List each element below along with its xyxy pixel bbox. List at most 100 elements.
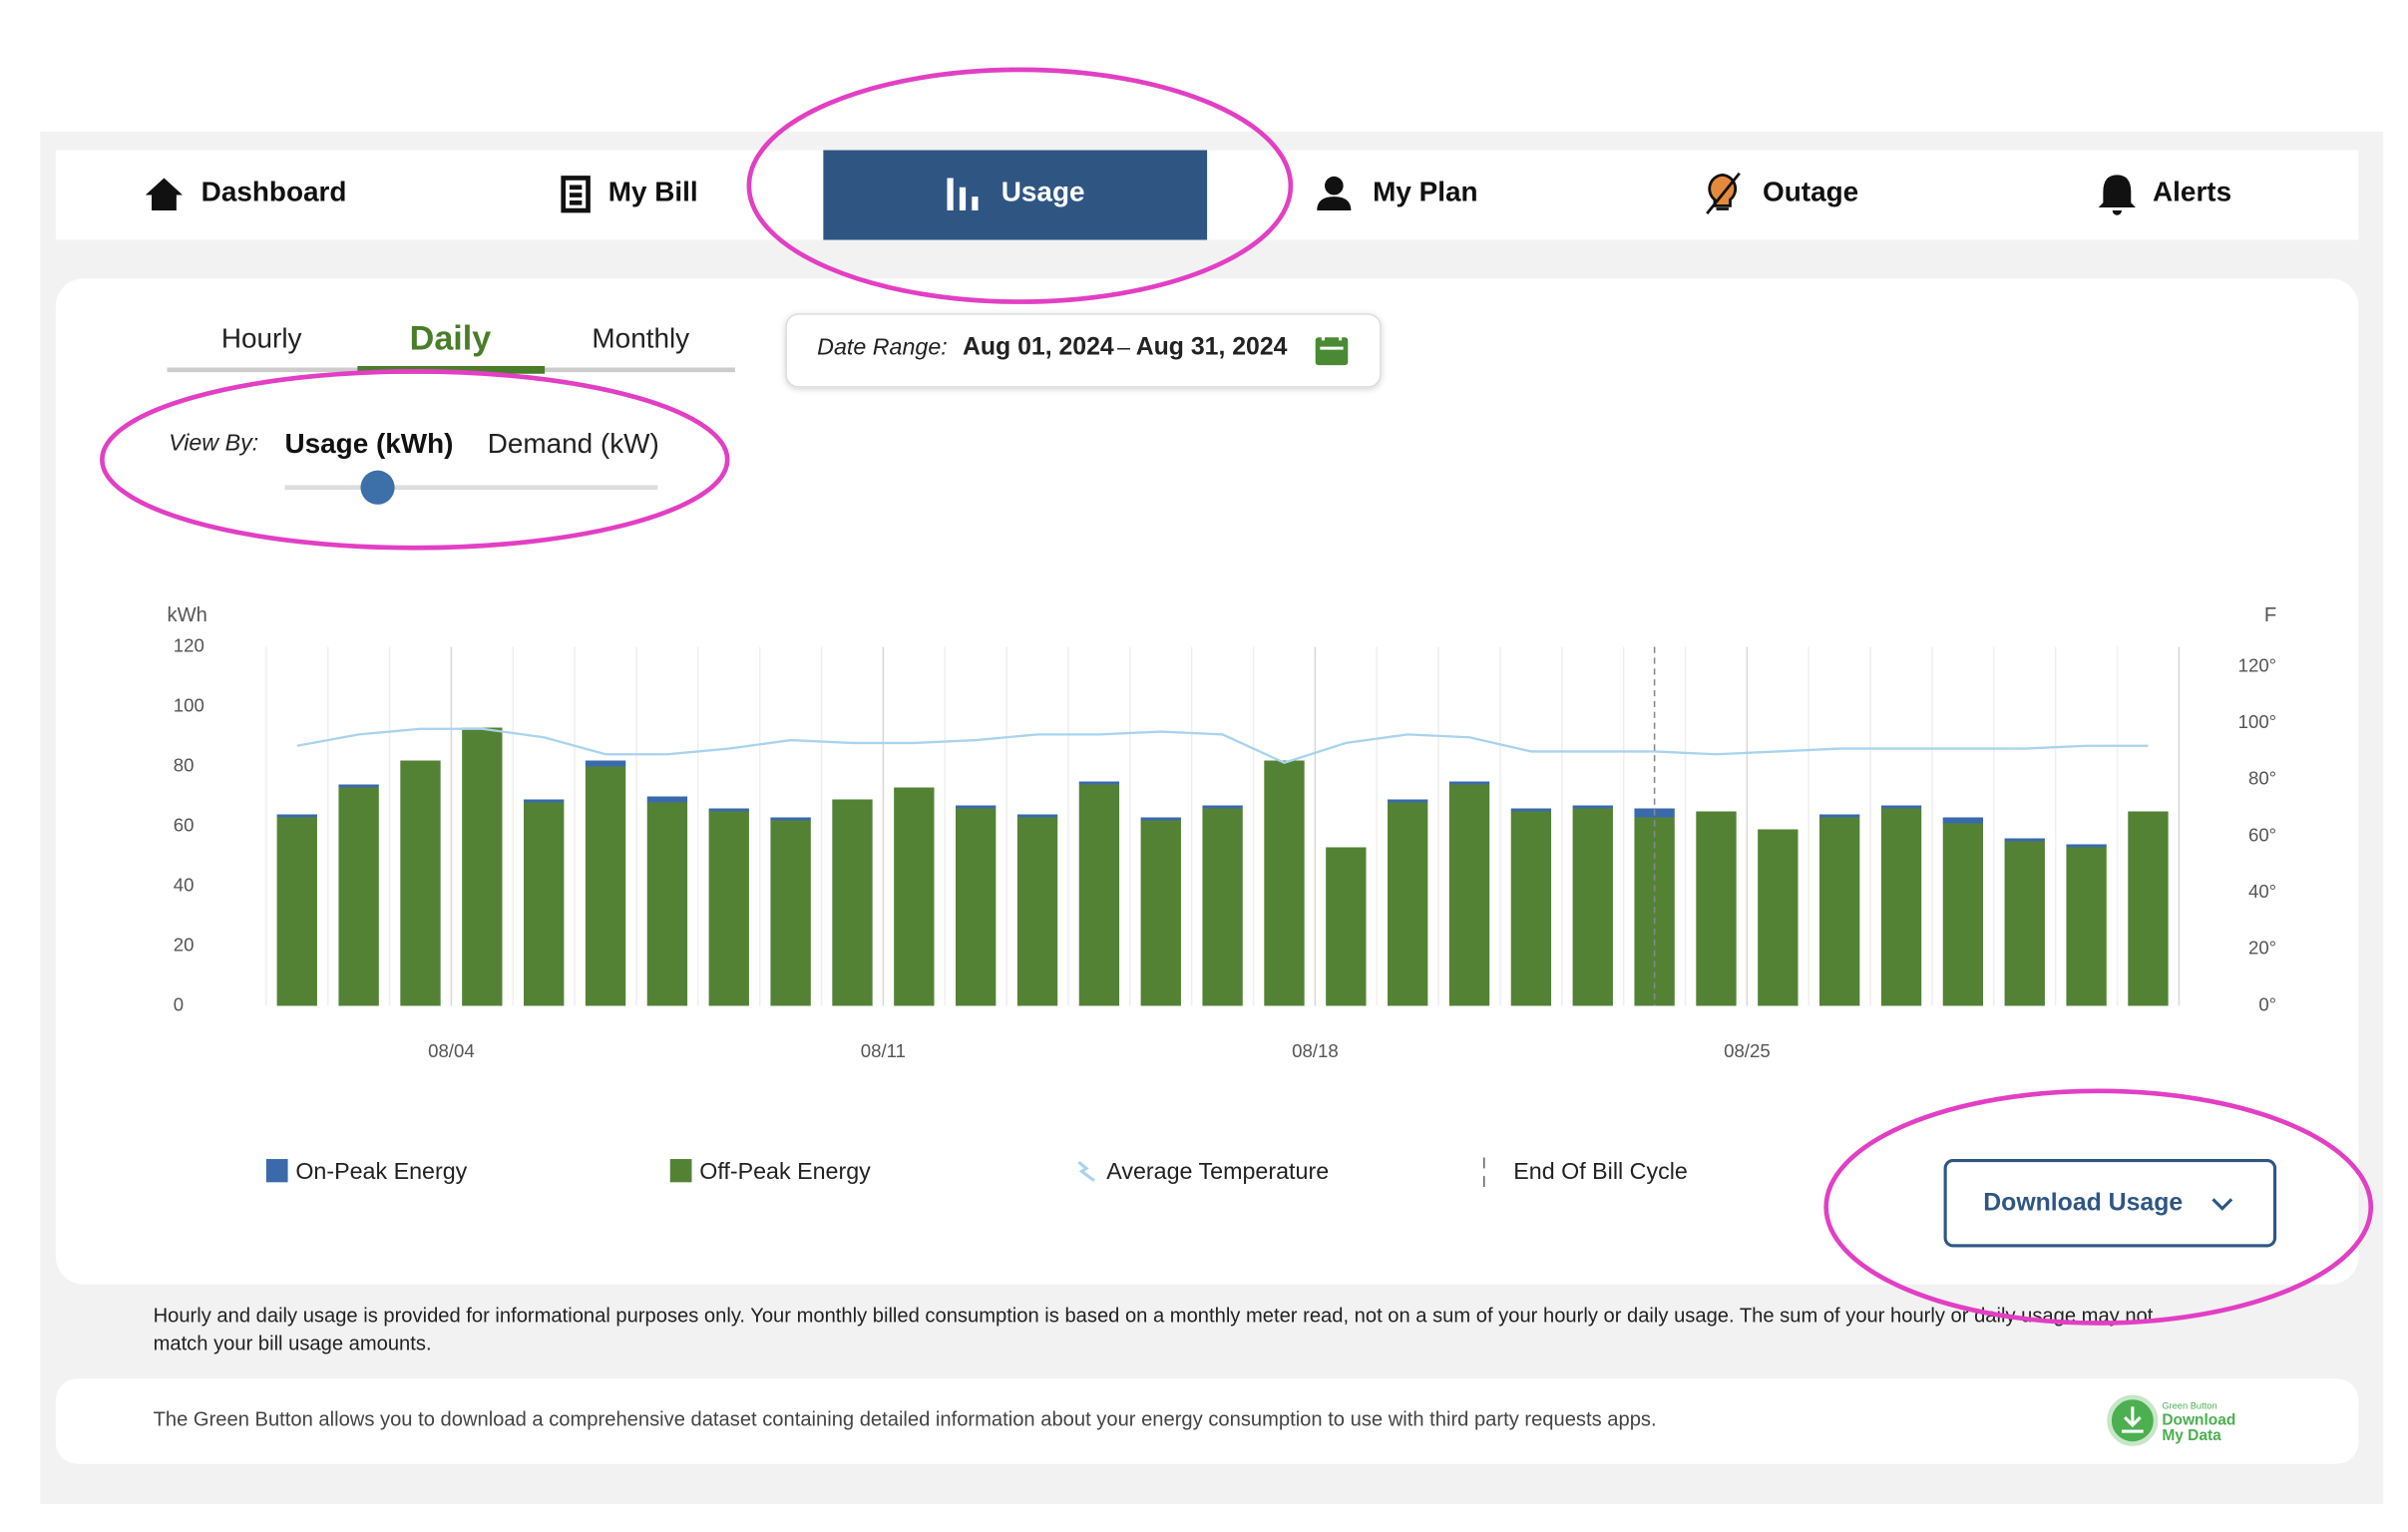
bar-segment[interactable] bbox=[585, 766, 626, 1006]
nav-item[interactable]: My Plan bbox=[1373, 176, 1477, 206]
bar-segment[interactable] bbox=[2066, 844, 2107, 848]
period-tab[interactable]: Daily bbox=[410, 319, 492, 357]
bar-segment[interactable] bbox=[1388, 799, 1428, 803]
disclaimer-text: Hourly and daily usage is provided for i… bbox=[154, 1306, 2154, 1328]
bar-segment[interactable] bbox=[1758, 829, 1799, 1006]
bar-segment[interactable] bbox=[1140, 817, 1181, 821]
legend-swatch bbox=[669, 1159, 692, 1183]
chevron-icon bbox=[2211, 1198, 2233, 1211]
bar-segment[interactable] bbox=[2004, 838, 2045, 842]
bar-segment[interactable] bbox=[1942, 817, 1984, 824]
bar-segment[interactable] bbox=[646, 802, 688, 1006]
view-by-label: View By: bbox=[169, 429, 258, 455]
x-tick-label: 08/11 bbox=[861, 1040, 906, 1061]
date-range-box[interactable] bbox=[785, 313, 1382, 388]
bar-segment[interactable] bbox=[276, 817, 317, 1006]
bar-segment[interactable] bbox=[1510, 811, 1552, 1006]
bar-segment[interactable] bbox=[1016, 817, 1058, 1006]
bar-segment[interactable] bbox=[832, 799, 873, 1006]
view-by-option[interactable]: Demand (kW) bbox=[488, 428, 659, 459]
bar-segment[interactable] bbox=[1448, 784, 1490, 1006]
nav-item[interactable]: Alerts bbox=[2153, 176, 2231, 206]
logo-text[interactable]: Green Button bbox=[2162, 1401, 2216, 1411]
y-axis-title: kWh bbox=[168, 604, 207, 626]
outage-icon bbox=[1706, 172, 1741, 215]
legend-swatch bbox=[265, 1159, 288, 1183]
nav-item[interactable]: Usage bbox=[1002, 176, 1085, 206]
y-tick-label: 60 bbox=[174, 814, 195, 835]
y-tick-label: 20 bbox=[174, 934, 195, 955]
nav-active-tab bbox=[823, 150, 1208, 240]
bar-segment[interactable] bbox=[1388, 802, 1428, 1006]
bar-segment[interactable] bbox=[1202, 808, 1243, 1006]
bar-segment[interactable] bbox=[646, 796, 688, 803]
bar-segment[interactable] bbox=[770, 820, 811, 1006]
bar-segment[interactable] bbox=[1572, 805, 1613, 809]
bar-segment[interactable] bbox=[956, 808, 997, 1006]
bar-segment[interactable] bbox=[1264, 760, 1305, 1006]
bar-segment[interactable] bbox=[2128, 811, 2169, 1006]
bar-segment[interactable] bbox=[524, 802, 565, 1006]
calendar-icon[interactable] bbox=[1315, 337, 1349, 366]
y2-tick-label: 40° bbox=[2248, 881, 2276, 902]
bar-segment[interactable] bbox=[708, 811, 749, 1006]
legend-label[interactable]: Average Temperature bbox=[1106, 1158, 1329, 1184]
download-button[interactable] bbox=[1943, 1159, 2277, 1248]
bar-segment[interactable] bbox=[1880, 808, 1922, 1006]
bar-segment[interactable] bbox=[1078, 781, 1120, 785]
bar-segment[interactable] bbox=[1510, 808, 1552, 812]
bar-segment[interactable] bbox=[1016, 814, 1058, 818]
bar-segment[interactable] bbox=[1202, 805, 1243, 809]
y-tick-label: 0 bbox=[174, 993, 184, 1014]
legend-label: End Of Bill Cycle bbox=[1513, 1158, 1688, 1184]
nav-item[interactable]: My Bill bbox=[608, 176, 698, 206]
highlight-ellipse bbox=[1823, 1088, 2374, 1326]
green-button-card bbox=[55, 1378, 2359, 1464]
bar-segment[interactable] bbox=[2066, 847, 2107, 1006]
nav-bar bbox=[55, 150, 2359, 240]
bar-segment[interactable] bbox=[708, 808, 749, 812]
bar-segment[interactable] bbox=[400, 760, 441, 1006]
nav-item[interactable]: Dashboard bbox=[201, 176, 347, 206]
bar-segment[interactable] bbox=[585, 760, 626, 767]
logo-text[interactable]: Download bbox=[2162, 1411, 2235, 1428]
green-button-text: The Green Button allows you to download … bbox=[154, 1409, 1657, 1431]
period-tab[interactable]: Hourly bbox=[221, 323, 302, 354]
period-tab[interactable]: Monthly bbox=[592, 323, 689, 354]
logo-text[interactable]: My Data bbox=[2162, 1427, 2221, 1444]
bar-segment[interactable] bbox=[1880, 805, 1922, 809]
y2-tick-label: 20° bbox=[2248, 938, 2276, 958]
bar-segment[interactable] bbox=[770, 817, 811, 821]
download-button-label[interactable]: Download Usage bbox=[1983, 1190, 2183, 1217]
bar-segment[interactable] bbox=[1942, 823, 1984, 1006]
bar-segment[interactable] bbox=[2004, 841, 2045, 1006]
nav-item[interactable]: Outage bbox=[1763, 176, 1858, 206]
y-tick-label: 120 bbox=[174, 634, 204, 655]
legend-label[interactable]: On-Peak Energy bbox=[295, 1158, 467, 1184]
x-tick-label: 08/25 bbox=[1724, 1040, 1771, 1061]
bar-segment[interactable] bbox=[894, 787, 935, 1006]
bar-segment[interactable] bbox=[1572, 808, 1613, 1006]
bar-segment[interactable] bbox=[1078, 784, 1120, 1006]
legend-label[interactable]: Off-Peak Energy bbox=[699, 1158, 871, 1184]
bar-segment[interactable] bbox=[1326, 847, 1367, 1006]
y-tick-label: 80 bbox=[174, 754, 195, 775]
bar-segment[interactable] bbox=[462, 727, 503, 1006]
bar-segment[interactable] bbox=[524, 799, 565, 803]
y2-axis-title: F bbox=[2264, 604, 2276, 626]
slider-knob[interactable] bbox=[360, 470, 395, 505]
bar-segment[interactable] bbox=[956, 805, 997, 809]
bar-segment[interactable] bbox=[338, 784, 379, 788]
bar-segment[interactable] bbox=[1819, 814, 1860, 818]
y2-tick-label: 100° bbox=[2238, 711, 2277, 732]
home-icon bbox=[145, 178, 184, 211]
bar-segment[interactable] bbox=[1819, 817, 1860, 1006]
view-by-option[interactable]: Usage (kWh) bbox=[284, 428, 453, 459]
bar-segment[interactable] bbox=[276, 814, 317, 818]
bar-segment[interactable] bbox=[338, 787, 379, 1006]
bar-segment[interactable] bbox=[1140, 820, 1181, 1006]
bar-segment[interactable] bbox=[1448, 781, 1490, 785]
bar-segment[interactable] bbox=[1696, 811, 1737, 1006]
